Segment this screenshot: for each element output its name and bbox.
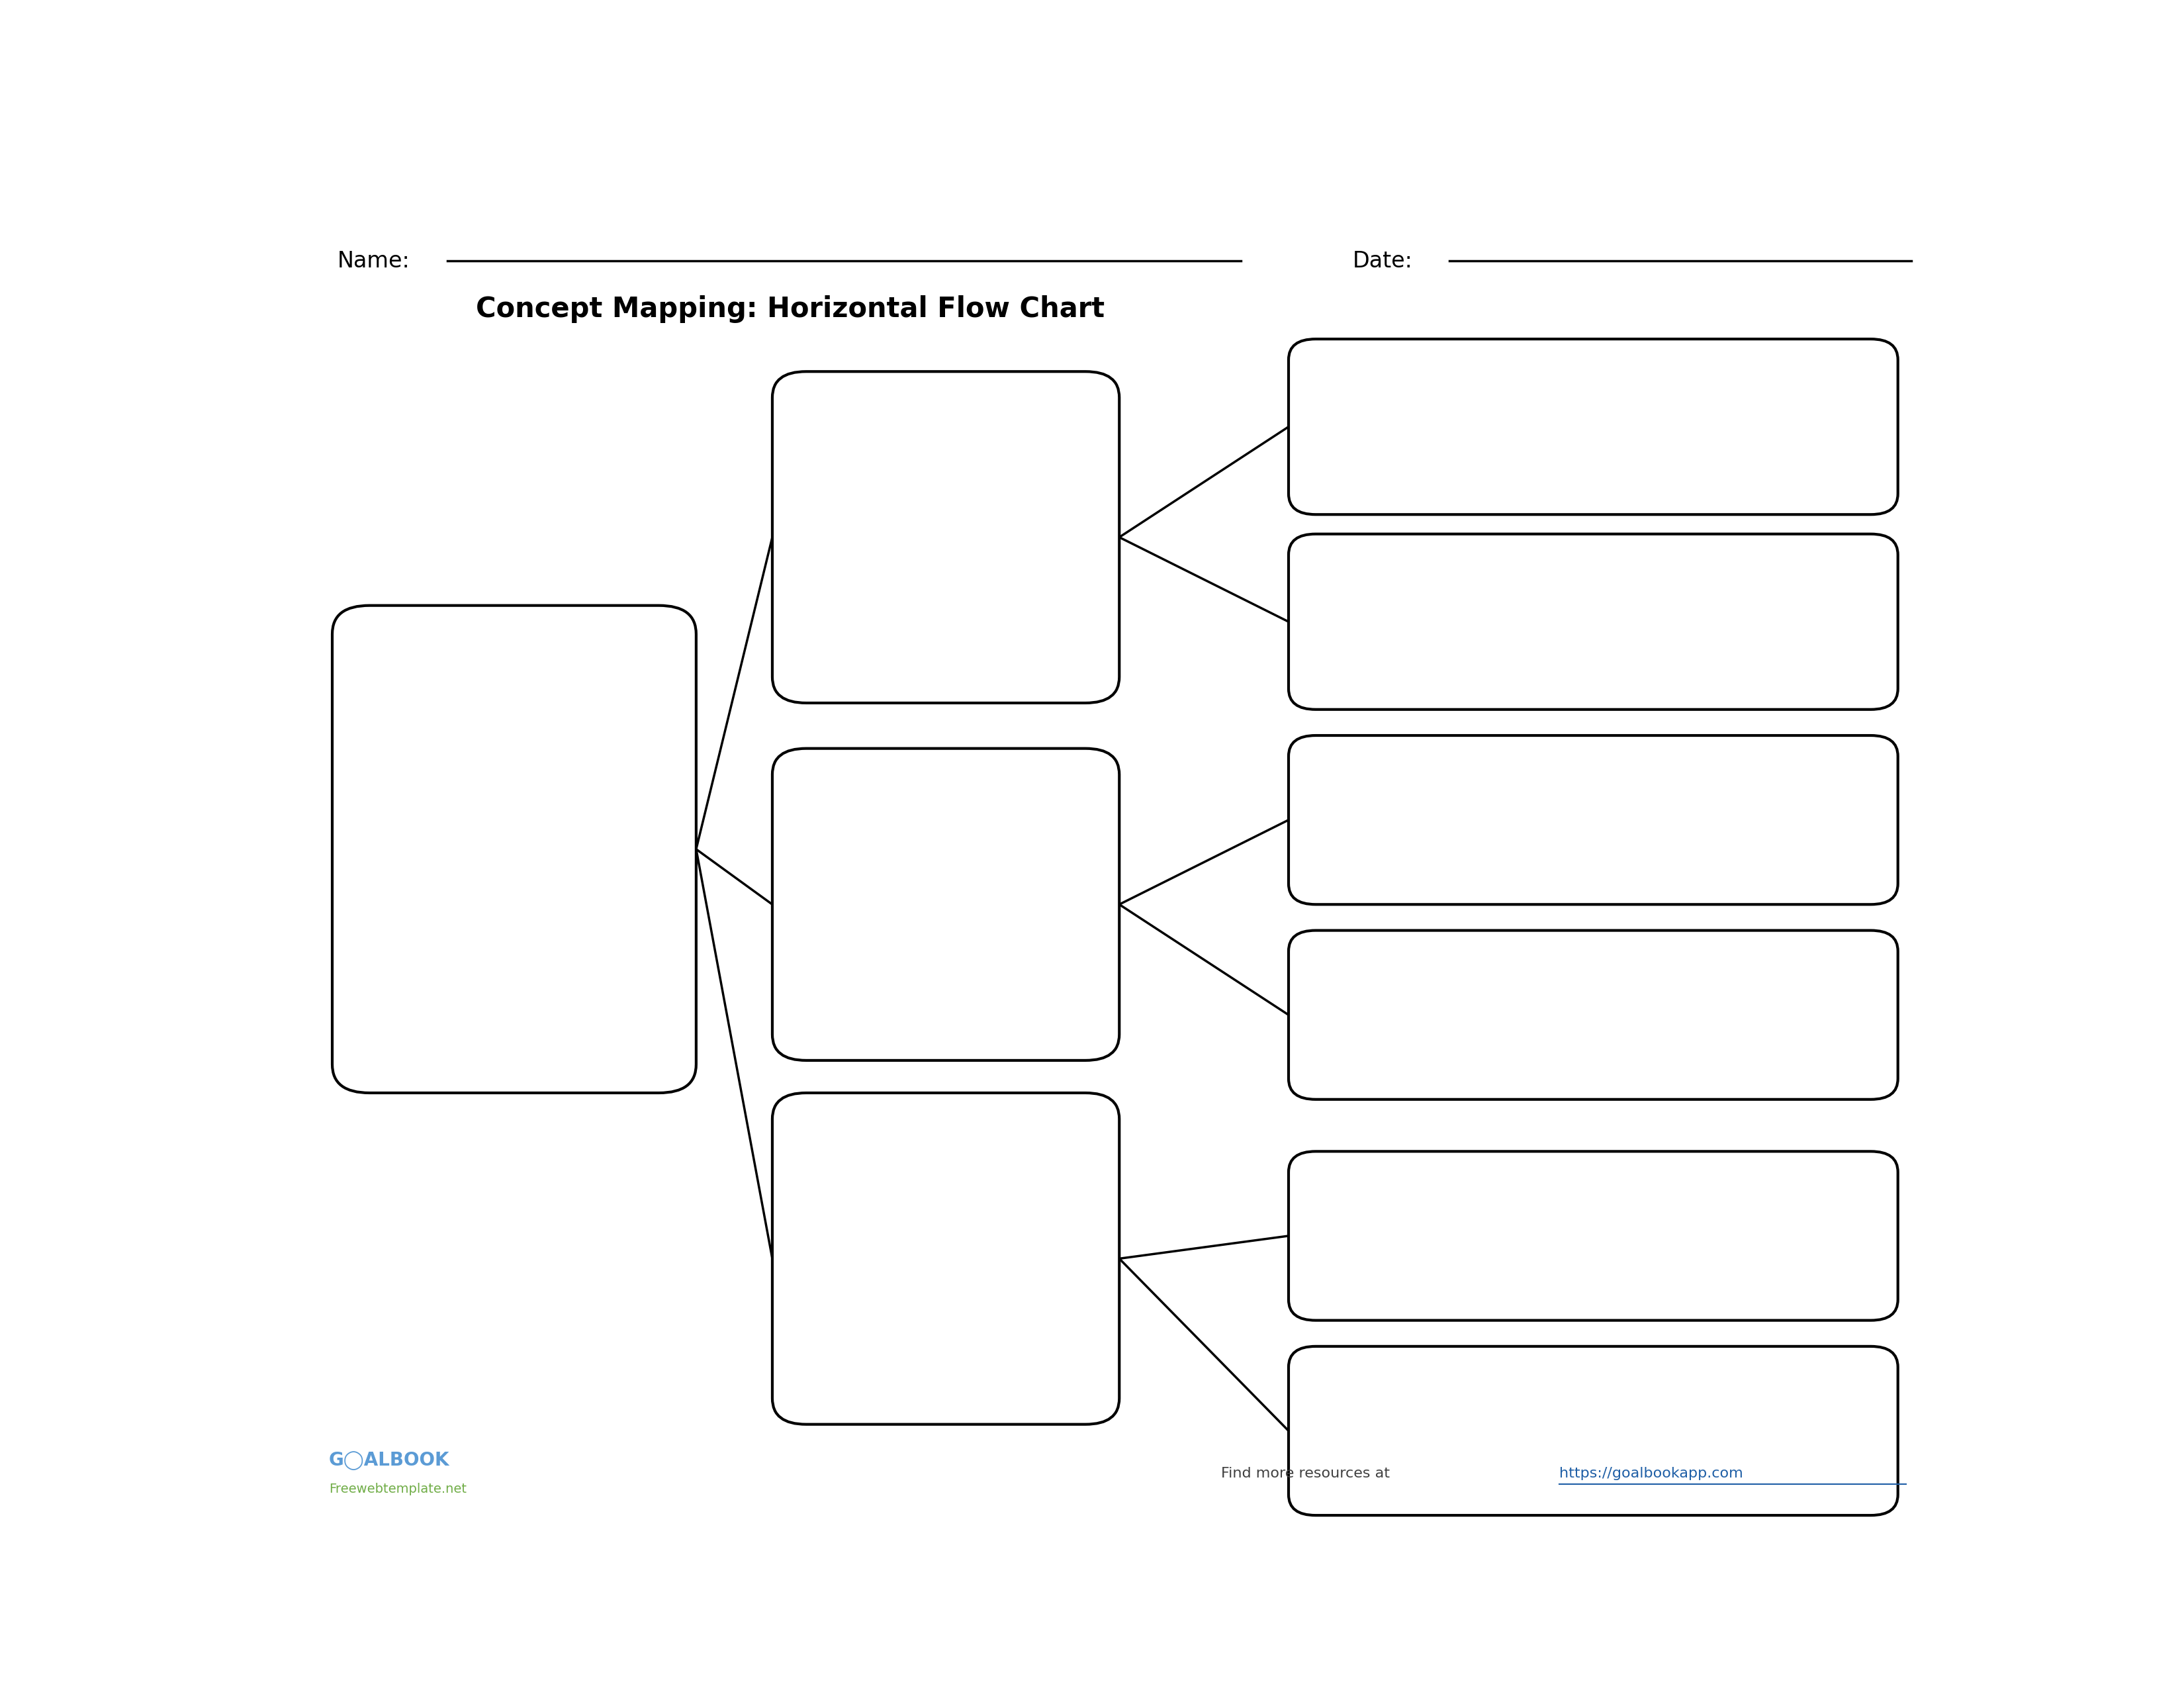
Text: https://goalbookapp.com: https://goalbookapp.com [1559,1467,1743,1480]
FancyBboxPatch shape [1289,930,1898,1099]
FancyBboxPatch shape [1289,1151,1898,1320]
Text: Concept Mapping: Horizontal Flow Chart: Concept Mapping: Horizontal Flow Chart [476,295,1105,322]
Text: Name:: Name: [336,250,411,272]
FancyBboxPatch shape [773,371,1118,702]
FancyBboxPatch shape [332,606,697,1092]
FancyBboxPatch shape [1289,736,1898,905]
Text: Freewebtemplate.net: Freewebtemplate.net [330,1484,467,1496]
Text: G◯ALBOOK: G◯ALBOOK [330,1452,450,1470]
FancyBboxPatch shape [1289,1347,1898,1516]
FancyBboxPatch shape [773,748,1118,1060]
Text: Date:: Date: [1352,250,1413,272]
FancyBboxPatch shape [1289,533,1898,709]
FancyBboxPatch shape [773,1092,1118,1425]
FancyBboxPatch shape [1289,339,1898,515]
Text: Find more resources at: Find more resources at [1221,1467,1393,1480]
